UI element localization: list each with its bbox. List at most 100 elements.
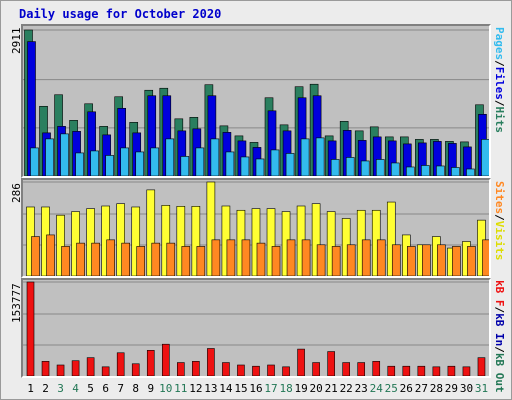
x-tick-label: 23 [354, 382, 368, 395]
kb-f-bar [101, 366, 110, 377]
pages-bar [481, 139, 490, 177]
hits-files-pages-panel [21, 24, 491, 178]
sites-bar [376, 239, 386, 277]
pages-bar [30, 147, 39, 177]
kb-f-bar [252, 365, 260, 377]
pages-bar [105, 155, 114, 177]
pages-bar [135, 151, 145, 177]
pages-bar [165, 138, 175, 177]
kb-f-bar [282, 366, 290, 377]
sites-bar [121, 242, 130, 277]
x-tick-label: 2 [42, 382, 49, 395]
pages-bar [210, 138, 220, 177]
pages-bar [90, 150, 99, 177]
legend-separator: / [493, 214, 506, 221]
sites-bar [31, 236, 40, 277]
sites-bar [482, 239, 491, 277]
kb-f-bar [297, 348, 305, 377]
kb-f-bar [56, 364, 65, 377]
pages-bar [390, 162, 400, 177]
x-tick-label: 13 [204, 382, 218, 395]
kb-f-bar [116, 352, 125, 377]
x-tick-label: 11 [174, 382, 188, 395]
x-tick-label: 30 [459, 382, 474, 395]
pages-bar [466, 168, 475, 177]
x-tick-label: 9 [147, 382, 155, 395]
pages-bar [300, 138, 310, 177]
legend-kb-f: kB F [493, 280, 506, 307]
x-tick-label: 17 [264, 382, 278, 395]
sites-bar [391, 244, 401, 277]
x-tick-label: 28 [429, 382, 444, 395]
legend-kb-in: kB In [493, 313, 506, 347]
x-tick-label: 3 [57, 382, 64, 395]
pages-bar [60, 133, 69, 177]
sites-bar [196, 246, 206, 277]
pages-bar [180, 156, 190, 177]
visits-sites-legend: Sites/Visits [493, 181, 506, 261]
x-tick-label: 15 [234, 382, 248, 395]
kb-f-bar [402, 365, 411, 377]
kb-f-bar [146, 350, 155, 377]
hits-ymax-label: 2911 [10, 27, 23, 55]
kbytes-ymax-label: 153777 [10, 283, 23, 323]
pages-bar [270, 149, 280, 177]
kbytes-panel [21, 278, 491, 378]
chart-title: Daily usage for October 2020 [19, 7, 222, 21]
sites-bar [467, 246, 476, 277]
pages-bar [315, 137, 325, 177]
kb-f-bar [432, 366, 441, 377]
sites-bar [46, 234, 55, 277]
x-tick-label: 22 [339, 382, 353, 395]
sites-bar [166, 242, 176, 277]
kb-f-bar [462, 366, 471, 377]
x-tick-label: 31 [474, 382, 489, 395]
sites-bar [226, 239, 236, 277]
x-tick-label: 4 [72, 382, 79, 395]
sites-bar [91, 242, 100, 277]
sites-bar [136, 246, 146, 277]
x-tick-label: 21 [324, 382, 338, 395]
kb-f-bar [177, 362, 185, 377]
x-tick-label: 26 [399, 382, 413, 395]
pages-bar [451, 167, 460, 177]
visits-ymax-label: 286 [10, 183, 23, 203]
sites-bar [316, 244, 326, 277]
sites-bar [301, 239, 311, 277]
kb-f-bar [327, 351, 335, 377]
sites-bar [76, 242, 85, 277]
pages-bar [375, 159, 385, 177]
kbytes-chart [23, 281, 489, 377]
pages-bar [225, 151, 235, 177]
kb-f-bar [417, 365, 426, 377]
kb-f-bar [312, 362, 320, 377]
sites-bar [61, 246, 70, 277]
x-tick-label: 5 [87, 382, 94, 395]
kb-f-bar [342, 362, 350, 377]
kb-f-bar [372, 361, 381, 377]
hits-files-pages-chart [23, 29, 490, 177]
legend-separator: / [493, 346, 506, 353]
visits-sites-panel [21, 178, 491, 278]
legend-kb-out: kB Out [493, 352, 506, 393]
x-tick-label: 14 [219, 382, 233, 395]
sites-bar [331, 246, 341, 277]
kb-f-bar [71, 360, 80, 377]
kb-f-bar [237, 364, 245, 377]
sites-bar [151, 242, 161, 277]
sites-bar [181, 246, 191, 277]
legend-sites: Sites [493, 181, 506, 215]
kbytes-legend: kB F/kB In/kB Out [493, 280, 506, 393]
x-tick-label: 20 [309, 382, 323, 395]
kb-f-bar [161, 343, 170, 377]
x-tick-label: 10 [159, 382, 173, 395]
kb-f-bar [387, 365, 396, 377]
x-tick-label: 8 [132, 382, 139, 395]
x-tick-label: 25 [384, 382, 398, 395]
pages-bar [360, 160, 370, 177]
legend-hits: Hits [493, 106, 506, 134]
legend-separator: / [493, 99, 506, 107]
pages-bar [345, 157, 355, 177]
sites-bar [407, 246, 416, 277]
